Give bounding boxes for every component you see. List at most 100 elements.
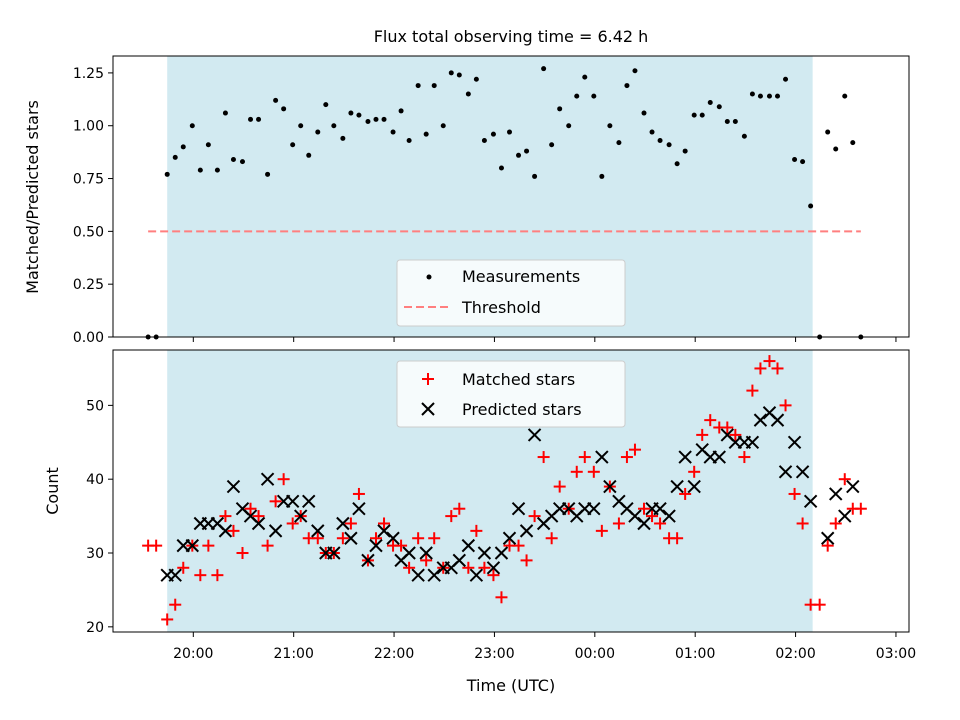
matched-star-point [612, 517, 625, 530]
y-tick-label: 0.00 [73, 330, 104, 346]
measurement-point [348, 110, 354, 116]
measurement-point [440, 123, 446, 129]
measurement-point [465, 91, 471, 97]
bottom-panel: 20 30 40 50 20:00 21:00 22:00 23:00 00:00 01:00 0… [43, 349, 916, 695]
measurement-point [248, 116, 254, 122]
measurement-point [498, 165, 504, 171]
matched-star-point [352, 487, 365, 500]
measurement-point [757, 93, 763, 99]
top-y-axis-label: Matched/Predicted stars [23, 100, 42, 294]
predicted-star-point [344, 531, 358, 545]
predicted-star-point [829, 487, 843, 501]
measurement-point [607, 123, 613, 129]
measurement-point [481, 138, 487, 144]
predicted-star-point [327, 546, 341, 560]
predicted-star-point [361, 553, 375, 568]
matched-star-point [813, 598, 826, 611]
predicted-star-points [160, 406, 860, 582]
matched-star-point [646, 510, 659, 523]
matched-star-point [478, 561, 491, 574]
predicted-star-point [787, 435, 802, 449]
matched-star-point [428, 532, 441, 545]
measurement-point [666, 142, 672, 148]
legend-predicted-marker [421, 402, 435, 416]
measurement-point [749, 91, 755, 97]
matched-star-point [638, 502, 651, 515]
matched-star-point [754, 362, 767, 375]
measurement-point [724, 118, 730, 124]
measurement-point [423, 131, 429, 137]
matched-star-point [244, 502, 257, 515]
predicted-star-point [662, 509, 676, 523]
measurement-point [456, 72, 462, 78]
predicted-star-point [670, 479, 684, 494]
matched-star-point [211, 569, 224, 582]
measurement-point [172, 154, 178, 160]
predicted-star-point [461, 538, 476, 553]
measurement-point [398, 108, 404, 114]
measurement-point [406, 138, 412, 144]
predicted-star-point [427, 568, 441, 582]
bottom-legend: Matched stars Predicted stars [396, 360, 626, 428]
predicted-star-point [838, 509, 852, 523]
predicted-star-point [778, 465, 793, 479]
measurement-point [323, 102, 329, 108]
measurement-point [331, 123, 337, 129]
y-tick-label: 0.75 [73, 172, 104, 188]
top-legend: Measurements Threshold [396, 259, 626, 327]
matched-star-point [746, 384, 759, 397]
measurement-points [145, 66, 864, 340]
matched-star-point [545, 532, 558, 545]
measurement-point [390, 129, 396, 135]
matched-star-point [688, 465, 701, 478]
measurement-point [574, 93, 580, 99]
measurement-point [222, 110, 228, 116]
predicted-star-point [377, 524, 391, 538]
matched-star-point [729, 428, 742, 441]
predicted-star-point [369, 538, 383, 553]
predicted-star-point [402, 546, 416, 560]
measurement-point [298, 123, 304, 129]
x-tick-label: 20:00 [173, 646, 213, 662]
predicted-star-point [795, 465, 810, 479]
legend-measurements-marker [426, 274, 432, 280]
matched-star-point [520, 554, 533, 567]
y-tick-label: 0.50 [73, 224, 104, 240]
matched-star-point [854, 502, 867, 515]
predicted-star-point [477, 546, 492, 560]
measurement-point [180, 144, 186, 150]
predicted-star-point [687, 479, 701, 494]
predicted-star-point [595, 450, 609, 464]
matched-star-point [829, 517, 842, 530]
top-legend-box [396, 259, 626, 327]
measurement-point [306, 152, 312, 158]
bottom-x-ticks: 20:00 21:00 22:00 23:00 00:00 01:00 02:00 03:00 [173, 632, 916, 662]
measurement-point [516, 152, 522, 158]
measurement-point [205, 142, 211, 148]
predicted-star-point [803, 494, 818, 509]
matched-star-point [587, 465, 600, 478]
legend-measurements-label: Measurements [462, 267, 580, 286]
y-tick-label: 0.25 [73, 277, 104, 293]
matched-star-point [528, 510, 541, 523]
predicted-star-point [770, 413, 785, 427]
measurement-point [524, 148, 530, 154]
measurement-point [239, 159, 245, 165]
measurement-point [506, 129, 512, 135]
matched-star-point [150, 539, 163, 552]
measurement-point [741, 133, 747, 139]
measurement-point [833, 146, 839, 152]
predicted-star-point [527, 428, 542, 442]
predicted-star-point [218, 524, 233, 538]
matched-star-point [470, 524, 483, 537]
matched-star-point [763, 355, 776, 368]
matched-star-point [796, 517, 809, 530]
x-tick-label: 02:00 [775, 646, 815, 662]
matched-star-point [821, 539, 834, 552]
matched-star-point [696, 428, 709, 441]
matched-star-point [378, 517, 391, 530]
bottom-panel-frame [112, 349, 910, 633]
matched-star-point [194, 569, 207, 582]
matched-star-point [578, 451, 591, 464]
